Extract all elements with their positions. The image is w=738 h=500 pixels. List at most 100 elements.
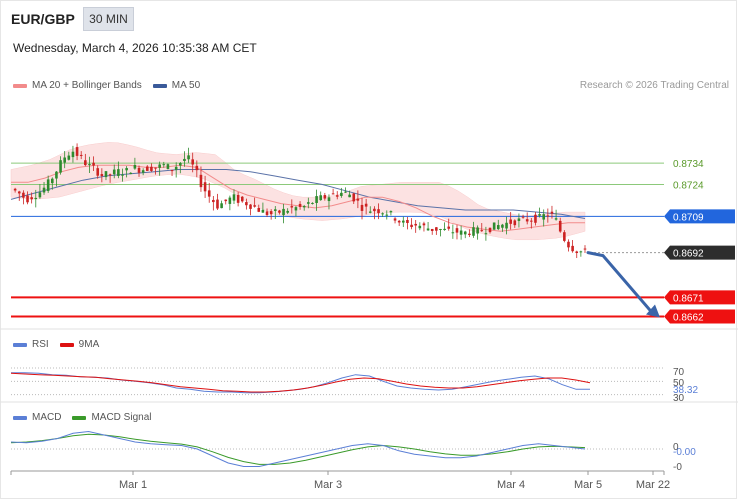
candle-body: [315, 196, 318, 203]
candle-body: [137, 167, 141, 173]
candle-body: [203, 182, 207, 192]
price-level-label-0.8734: 0.8734: [673, 159, 704, 170]
candle-body: [59, 160, 62, 173]
x-tick-label: Mar 22: [636, 479, 670, 491]
main-legend: MA 20 + Bollinger Bands MA 50: [13, 80, 200, 91]
candle-body: [207, 190, 211, 197]
candle-body: [517, 218, 521, 221]
candle-body: [30, 197, 33, 200]
candle-body: [319, 195, 323, 201]
price-level-label-0.8724: 0.8724: [673, 180, 704, 191]
datetime-label: Wednesday, March 4, 2026 10:35:38 AM CET: [13, 41, 257, 55]
rsi-ma-legend-label: 9MA: [78, 339, 100, 350]
candle-body: [117, 169, 120, 176]
candle-body: [575, 251, 579, 254]
rsi-swatch: [13, 342, 27, 347]
candle-body: [525, 219, 529, 222]
candle-body: [71, 151, 75, 158]
macd-tick-0: 0: [673, 442, 679, 453]
candle-body: [385, 214, 389, 216]
candle-body: [480, 230, 484, 232]
candle-body: [579, 251, 583, 253]
candle-body: [84, 160, 87, 166]
price-levels-layer: [11, 162, 664, 318]
candle-body: [269, 211, 273, 215]
candle-body: [133, 164, 137, 169]
rsi-legend-label: RSI: [32, 339, 49, 350]
candle-body: [55, 171, 58, 179]
ma20-swatch: [13, 83, 27, 88]
candle-body: [38, 192, 42, 198]
candle-body: [459, 230, 463, 235]
candle-body: [356, 198, 360, 201]
price-tag-text-0.8709: 0.8709: [673, 212, 704, 223]
candle-body: [538, 214, 541, 216]
candle-body: [435, 227, 438, 231]
rsi-tick-38.32: 38.32: [673, 385, 698, 396]
candle-body: [331, 193, 335, 195]
candle-body: [22, 192, 25, 198]
macd-tick--0.00: -0.00: [673, 447, 696, 458]
candle-body: [154, 167, 157, 169]
candle-body: [34, 197, 38, 200]
candle-body: [265, 211, 269, 215]
candle-body: [224, 199, 228, 202]
candle-body: [563, 232, 566, 241]
copyright-label: Research © 2026 Trading Central: [579, 80, 729, 91]
candle-body: [422, 223, 426, 226]
candle-body: [298, 203, 302, 207]
price-tags-layer: 0.8734 0.8724 0.8709 0.8692 0.8671 0.8662: [664, 159, 735, 324]
rsi-ma-swatch: [59, 342, 74, 347]
candle-body: [335, 195, 339, 197]
candle-body: [220, 203, 223, 209]
macd-swatch: [13, 415, 27, 420]
candle-body: [183, 158, 186, 161]
candle-body: [249, 204, 252, 209]
x-tick-label: Mar 5: [574, 479, 602, 491]
candle-body: [187, 155, 190, 160]
candle-body: [402, 220, 405, 223]
candle-body: [92, 162, 95, 166]
candle-body: [170, 170, 174, 172]
candle-body: [108, 174, 112, 176]
macd-legend: MACD MACD Signal: [13, 412, 151, 423]
rsi-legend: RSI 9MA: [13, 339, 99, 350]
candle-body: [75, 147, 79, 156]
ma20-legend-label: MA 20 + Bollinger Bands: [32, 80, 142, 91]
candle-body: [17, 191, 21, 194]
candle-body: [261, 209, 265, 213]
forecast-layer: [586, 251, 660, 318]
candle-body: [451, 232, 455, 234]
candle-body: [63, 157, 66, 163]
candle-body: [240, 196, 244, 202]
candle-body: [443, 228, 446, 231]
candle-body: [476, 227, 479, 234]
rsi-tick-70: 70: [673, 367, 685, 378]
candle-body: [286, 210, 289, 213]
candle-body: [302, 205, 306, 208]
symbol-title: EUR/GBP: [11, 11, 75, 27]
x-axis: Mar 1 Mar 3 Mar 4 Mar 5 Mar 22: [10, 470, 670, 491]
candle-body: [521, 216, 525, 218]
candle-body: [195, 165, 199, 171]
candle-body: [294, 207, 298, 211]
macd-signal-line: [10, 433, 586, 465]
candle-body: [26, 195, 29, 203]
x-tick-label: Mar 4: [497, 479, 525, 491]
timeframe-button[interactable]: 30 MIN: [83, 7, 134, 31]
candle-body: [496, 225, 500, 230]
candle-body: [377, 209, 380, 214]
candle-body: [546, 215, 550, 217]
price-tag-0.8671: [664, 290, 735, 305]
candle-body: [141, 170, 145, 173]
candle-body: [212, 199, 215, 203]
candle-body: [583, 248, 587, 250]
candle-body: [129, 172, 133, 175]
candle-body: [484, 233, 488, 235]
candle-body: [67, 155, 71, 160]
candle-body: [414, 223, 417, 226]
candle-body: [50, 178, 54, 184]
